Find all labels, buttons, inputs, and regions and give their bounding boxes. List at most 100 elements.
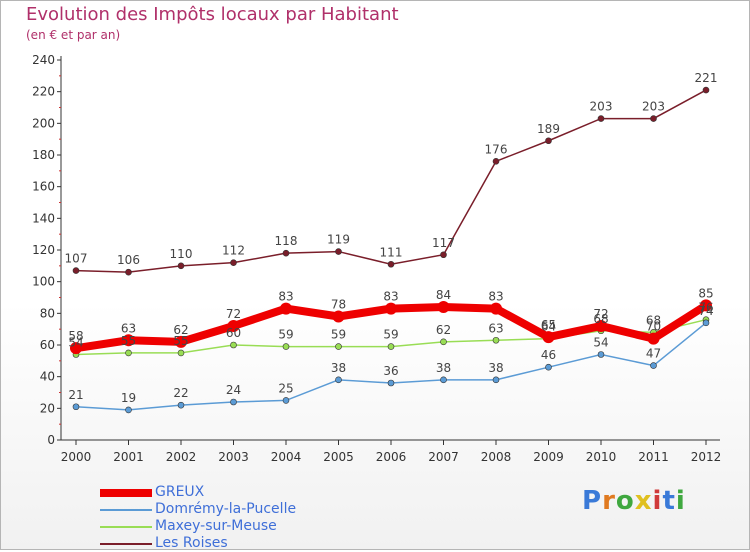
data-label-maxey-sur-meuse: 60 [226,326,241,340]
logo-letter: x [634,486,653,516]
data-label-domr-my-la-pucelle: 22 [173,386,188,400]
data-point-greux [595,320,607,332]
legend-item-greux: GREUX [100,484,360,501]
y-tick-label: 0 [47,433,55,447]
x-tick-label: 2011 [638,450,669,464]
data-point-domr-my-la-pucelle [125,406,132,414]
data-point-les-roises [335,248,342,255]
y-tick-label: 100 [32,275,55,289]
data-point-domr-my-la-pucelle [282,397,290,404]
data-label-maxey-sur-meuse: 59 [331,328,346,342]
logo-letter: r [602,486,616,516]
data-point-les-roises [545,137,552,145]
x-tick-label: 2004 [271,450,302,464]
y-tick-label: 20 [40,401,55,415]
data-point-greux [437,301,450,313]
logo-letter: i [675,486,686,516]
data-point-domr-my-la-pucelle [702,319,710,327]
data-label-greux: 70 [646,320,661,334]
data-point-les-roises [492,158,500,165]
data-label-maxey-sur-meuse: 64 [541,320,556,334]
data-label-les-roises: 107 [65,252,88,266]
data-label-les-roises: 106 [117,253,140,267]
legend-swatch [100,489,152,497]
data-label-greux: 83 [383,290,398,304]
legend-swatch [100,509,152,511]
x-tick-label: 2001 [113,450,144,464]
data-label-domr-my-la-pucelle: 38 [331,361,346,375]
data-label-greux: 83 [488,290,503,304]
legend: GREUX Domrémy-la-Pucelle Maxey-sur-Meuse Le… [100,484,360,552]
data-label-greux: 58 [68,329,83,343]
data-label-domr-my-la-pucelle: 36 [383,364,398,378]
data-point-domr-my-la-pucelle [492,376,500,384]
legend-item-les-roises: Les Roises [100,535,360,552]
data-label-greux: 63 [121,321,136,335]
data-label-les-roises: 118 [275,234,298,248]
data-label-greux: 78 [331,298,346,312]
data-point-greux [122,334,135,347]
data-label-les-roises: 110 [170,247,193,261]
data-label-maxey-sur-meuse: 55 [173,334,188,348]
data-label-maxey-sur-meuse: 68 [646,313,661,327]
x-tick-label: 2012 [691,450,722,464]
data-label-domr-my-la-pucelle: 46 [541,348,556,362]
data-point-maxey-sur-meuse [335,343,342,350]
data-label-les-roises: 176 [485,142,508,156]
x-tick-label: 2005 [323,450,354,464]
data-point-les-roises [387,260,395,268]
y-tick-label: 40 [40,370,55,384]
data-label-maxey-sur-meuse: 76 [698,301,713,315]
data-point-les-roises [702,86,710,94]
data-label-greux: 85 [698,286,713,300]
data-point-les-roises [177,262,185,270]
logo-letter: o [615,486,635,516]
data-point-maxey-sur-meuse [282,343,290,350]
logo-letter: P [582,486,603,516]
legend-swatch [100,526,152,528]
data-point-maxey-sur-meuse [125,349,132,357]
data-point-domr-my-la-pucelle [545,363,552,371]
data-point-domr-my-la-pucelle [72,403,80,411]
chart-title: Evolution des Impôts locaux par Habitant [26,4,399,25]
legend-label: Maxey-sur-Meuse [155,518,277,534]
legend-swatch [100,543,152,545]
data-label-domr-my-la-pucelle: 38 [436,361,451,375]
data-label-maxey-sur-meuse: 63 [488,321,503,335]
data-point-les-roises [597,115,605,122]
data-point-domr-my-la-pucelle [440,376,447,384]
data-point-greux [700,299,712,312]
legend-label: Domrémy-la-Pucelle [155,501,297,517]
x-tick-label: 2003 [218,450,249,464]
x-tick-label: 2010 [586,450,617,464]
data-point-greux [227,320,240,332]
data-label-maxey-sur-meuse: 59 [383,328,398,342]
data-point-domr-my-la-pucelle [387,379,395,387]
data-point-les-roises [125,268,132,276]
data-label-domr-my-la-pucelle: 38 [488,361,503,375]
data-point-greux [647,332,660,345]
x-tick-label: 2007 [428,450,459,464]
data-label-domr-my-la-pucelle: 25 [278,381,293,395]
y-tick-label: 200 [32,116,55,130]
data-point-maxey-sur-meuse [492,336,500,344]
data-point-domr-my-la-pucelle [597,351,605,358]
data-label-les-roises: 117 [432,236,455,250]
x-tick-label: 2009 [533,450,564,464]
data-label-les-roises: 221 [695,71,718,85]
data-label-domr-my-la-pucelle: 24 [226,383,241,397]
data-label-les-roises: 203 [590,100,613,114]
legend-label: GREUX [155,484,205,500]
data-label-les-roises: 111 [380,245,403,259]
data-label-domr-my-la-pucelle: 47 [646,347,661,361]
data-point-greux [542,331,555,344]
legend-item-domr-my-la-pucelle: Domrémy-la-Pucelle [100,501,360,518]
data-point-domr-my-la-pucelle [177,401,185,409]
data-label-les-roises: 203 [642,100,665,114]
data-point-greux [175,335,187,348]
data-point-greux [332,310,345,323]
data-point-les-roises [650,115,657,122]
chart-subtitle: (en € et par an) [26,28,121,42]
data-label-greux: 84 [436,288,451,302]
